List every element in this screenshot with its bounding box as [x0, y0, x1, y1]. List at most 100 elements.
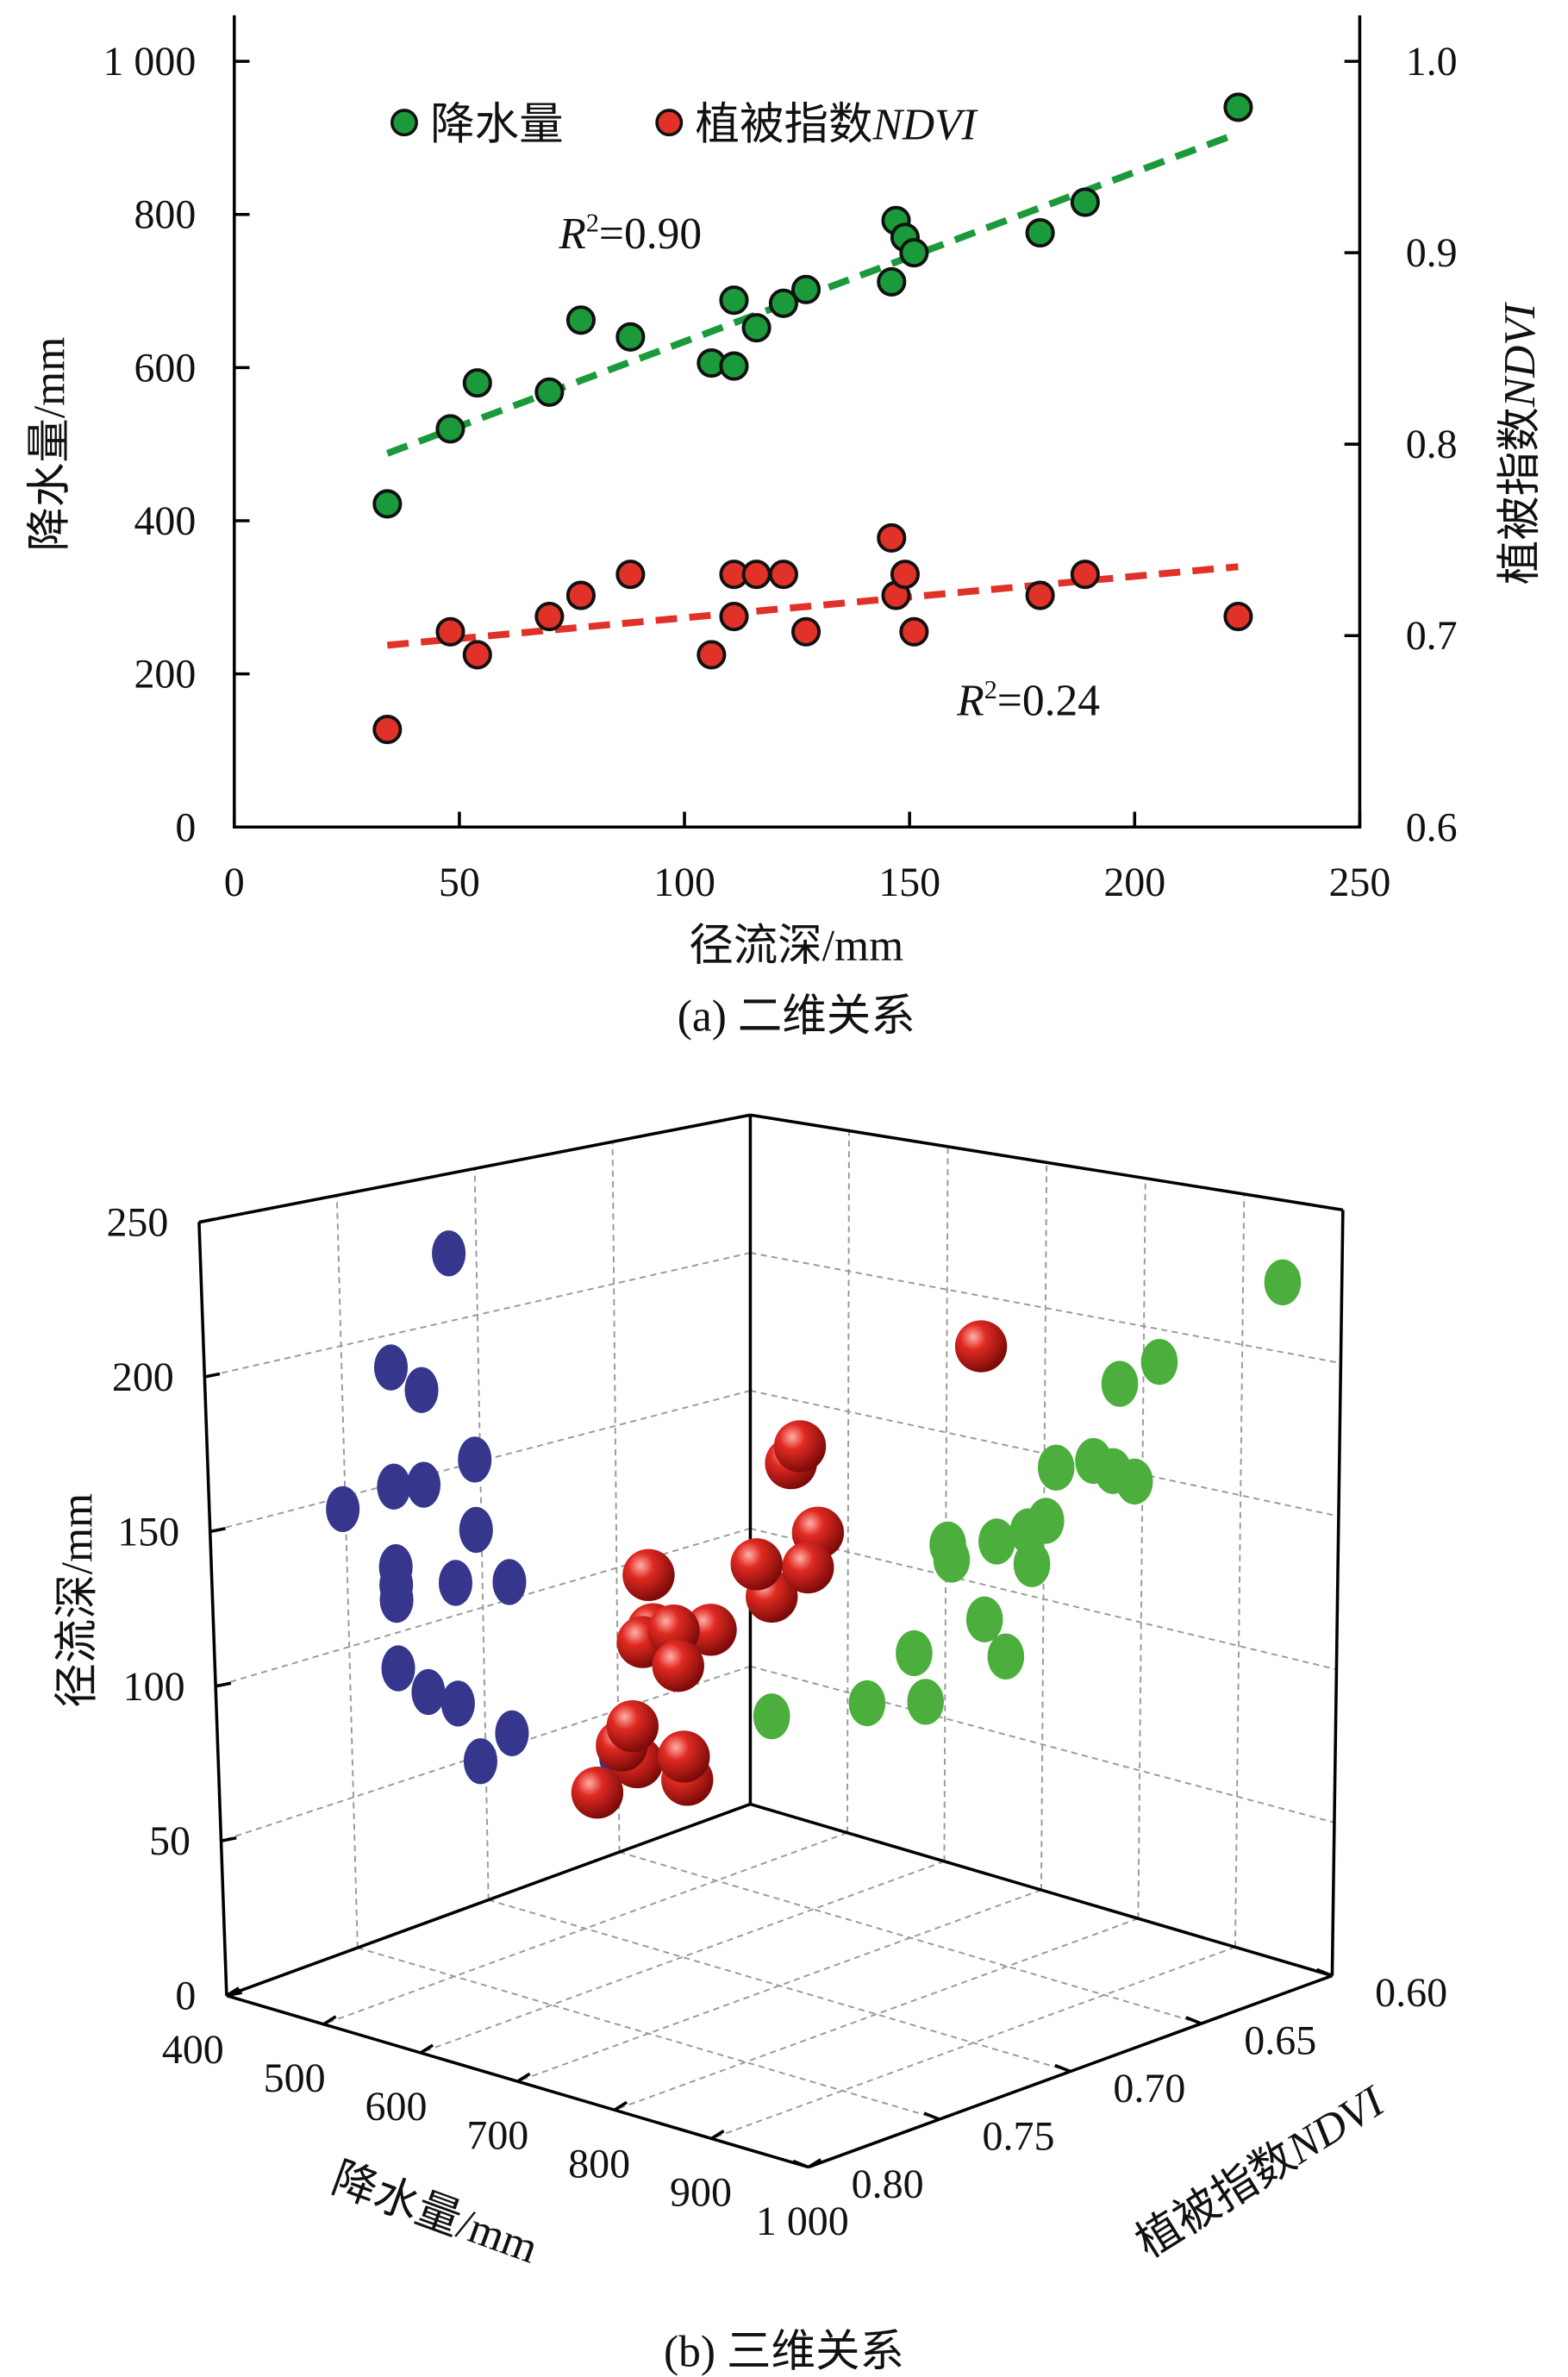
grid-line [335, 1195, 359, 1949]
projection-point-precip-wall [848, 1680, 886, 1727]
data-point [768, 560, 798, 590]
data-point [565, 305, 596, 335]
data-point [741, 313, 772, 343]
y2-tick-label: 0.7 [1406, 613, 1458, 659]
x-tick-label: 150 [878, 860, 940, 905]
projection-point-ndvi-wall [326, 1486, 360, 1532]
grid-line [943, 1146, 949, 1861]
y-tick-label: 0.60 [1375, 1970, 1447, 2016]
data-point [719, 351, 749, 381]
x-tick [516, 2072, 531, 2083]
x-tick-label: 50 [439, 860, 480, 905]
data-point [372, 714, 403, 745]
y-tick [792, 2159, 809, 2169]
x-tick-label: 400 [162, 2027, 224, 2073]
y-tick-label: 800 [134, 192, 196, 238]
x-tick [710, 2130, 725, 2140]
grid-line [420, 1860, 945, 2054]
projection-point-ndvi-wall [492, 1559, 527, 1605]
x-tick-label: 100 [653, 860, 715, 905]
y-tick [1054, 2063, 1071, 2074]
data-point [1070, 560, 1100, 590]
data-point [534, 377, 565, 407]
data-point [615, 560, 646, 590]
axis-line [198, 1113, 751, 1224]
y2-tick-label: 1.0 [1406, 39, 1458, 84]
x-tick-label: 800 [568, 2141, 630, 2186]
z-tick [198, 1217, 216, 1224]
r2-annotation: R2=0.24 [956, 675, 1100, 726]
grid-line [711, 1946, 1236, 2140]
y-tick [1316, 1967, 1334, 1978]
projection-point-precip-wall [1075, 1437, 1112, 1485]
legend-text: 降水量 [430, 101, 564, 150]
y-tick-label: 0 [175, 804, 196, 850]
z-tick-label: 150 [117, 1509, 179, 1554]
data-point [719, 285, 749, 316]
r2-annotation: R2=0.90 [558, 208, 702, 259]
data-point [1025, 580, 1055, 610]
x-axis-label: 径流深/mm [689, 922, 903, 971]
y-tick [1185, 2016, 1203, 2025]
grid-line [204, 1252, 751, 1378]
y-axis-label: 降水量/mm [26, 337, 75, 552]
data-point [1223, 601, 1253, 632]
data-point-3d [658, 1730, 710, 1783]
z-tick-label: 250 [106, 1200, 168, 1246]
projection-point-precip-wall [753, 1693, 790, 1740]
x-tick-label: 250 [1328, 860, 1390, 905]
projection-point-precip-wall [1028, 1498, 1065, 1544]
grid-line [517, 1889, 1042, 2083]
data-point-3d [782, 1541, 834, 1594]
grid-line [1137, 1178, 1146, 1919]
r2-sup: 2 [586, 208, 599, 237]
z-tick-label: 100 [123, 1664, 185, 1710]
grid-line [221, 1665, 751, 1842]
grid-line [846, 1130, 850, 1833]
projection-point-precip-wall [929, 1521, 966, 1568]
projection-point-ndvi-wall [459, 1506, 493, 1554]
z-tick-label: 0 [175, 1974, 196, 2019]
data-point [790, 274, 821, 304]
x-tick-label: 1 000 [756, 2199, 849, 2244]
y-tick-label: 0.65 [1244, 2018, 1316, 2064]
x-tick [419, 2043, 434, 2055]
data-point [890, 560, 920, 590]
y-tick-label: 1 000 [103, 39, 196, 84]
r2-prefix: R [558, 210, 585, 259]
z-tick [203, 1372, 221, 1379]
z-tick [209, 1527, 226, 1534]
projection-point-precip-wall [978, 1518, 1015, 1565]
y2-tick-label: 0.8 [1406, 422, 1458, 467]
projection-point-precip-wall [1140, 1339, 1178, 1386]
x-tick-label: 0 [224, 860, 245, 905]
data-point-3d [684, 1604, 737, 1656]
chart-2d: 0 200 400 600 800 1 000 0.6 0.7 0.8 0.9 1.0 0 50 100 1… [26, 15, 1545, 1042]
y-label-text: 植被指数 [1128, 2132, 1304, 2268]
grid-line [323, 1831, 848, 2025]
projection-point-ndvi-wall [463, 1738, 497, 1785]
data-point [877, 522, 907, 554]
data-point [372, 489, 403, 519]
projection-point-ndvi-wall [438, 1560, 473, 1606]
y-tick-label: 600 [134, 345, 196, 391]
x-tick [322, 2015, 337, 2026]
projection-point-precip-wall [1037, 1444, 1075, 1491]
projection-point-ndvi-wall [411, 1668, 446, 1716]
x-tick-label: 700 [466, 2112, 528, 2158]
projection-point-ndvi-wall [440, 1680, 475, 1727]
y-tick-label: 200 [134, 652, 196, 697]
r2-sup: 2 [984, 675, 997, 704]
caption-b: (b) 三维关系 [664, 2328, 904, 2377]
data-point [790, 616, 821, 647]
axis-line [749, 1802, 1333, 1978]
r2-value: =0.24 [997, 677, 1100, 726]
projection-point-ndvi-wall [381, 1645, 415, 1692]
data-point-3d [571, 1766, 624, 1819]
y2-tick-label: 0.6 [1406, 804, 1458, 850]
data-point-3d [652, 1639, 704, 1692]
data-point [899, 616, 929, 647]
x-tick-label: 900 [670, 2170, 732, 2216]
z-tick [221, 1836, 237, 1842]
